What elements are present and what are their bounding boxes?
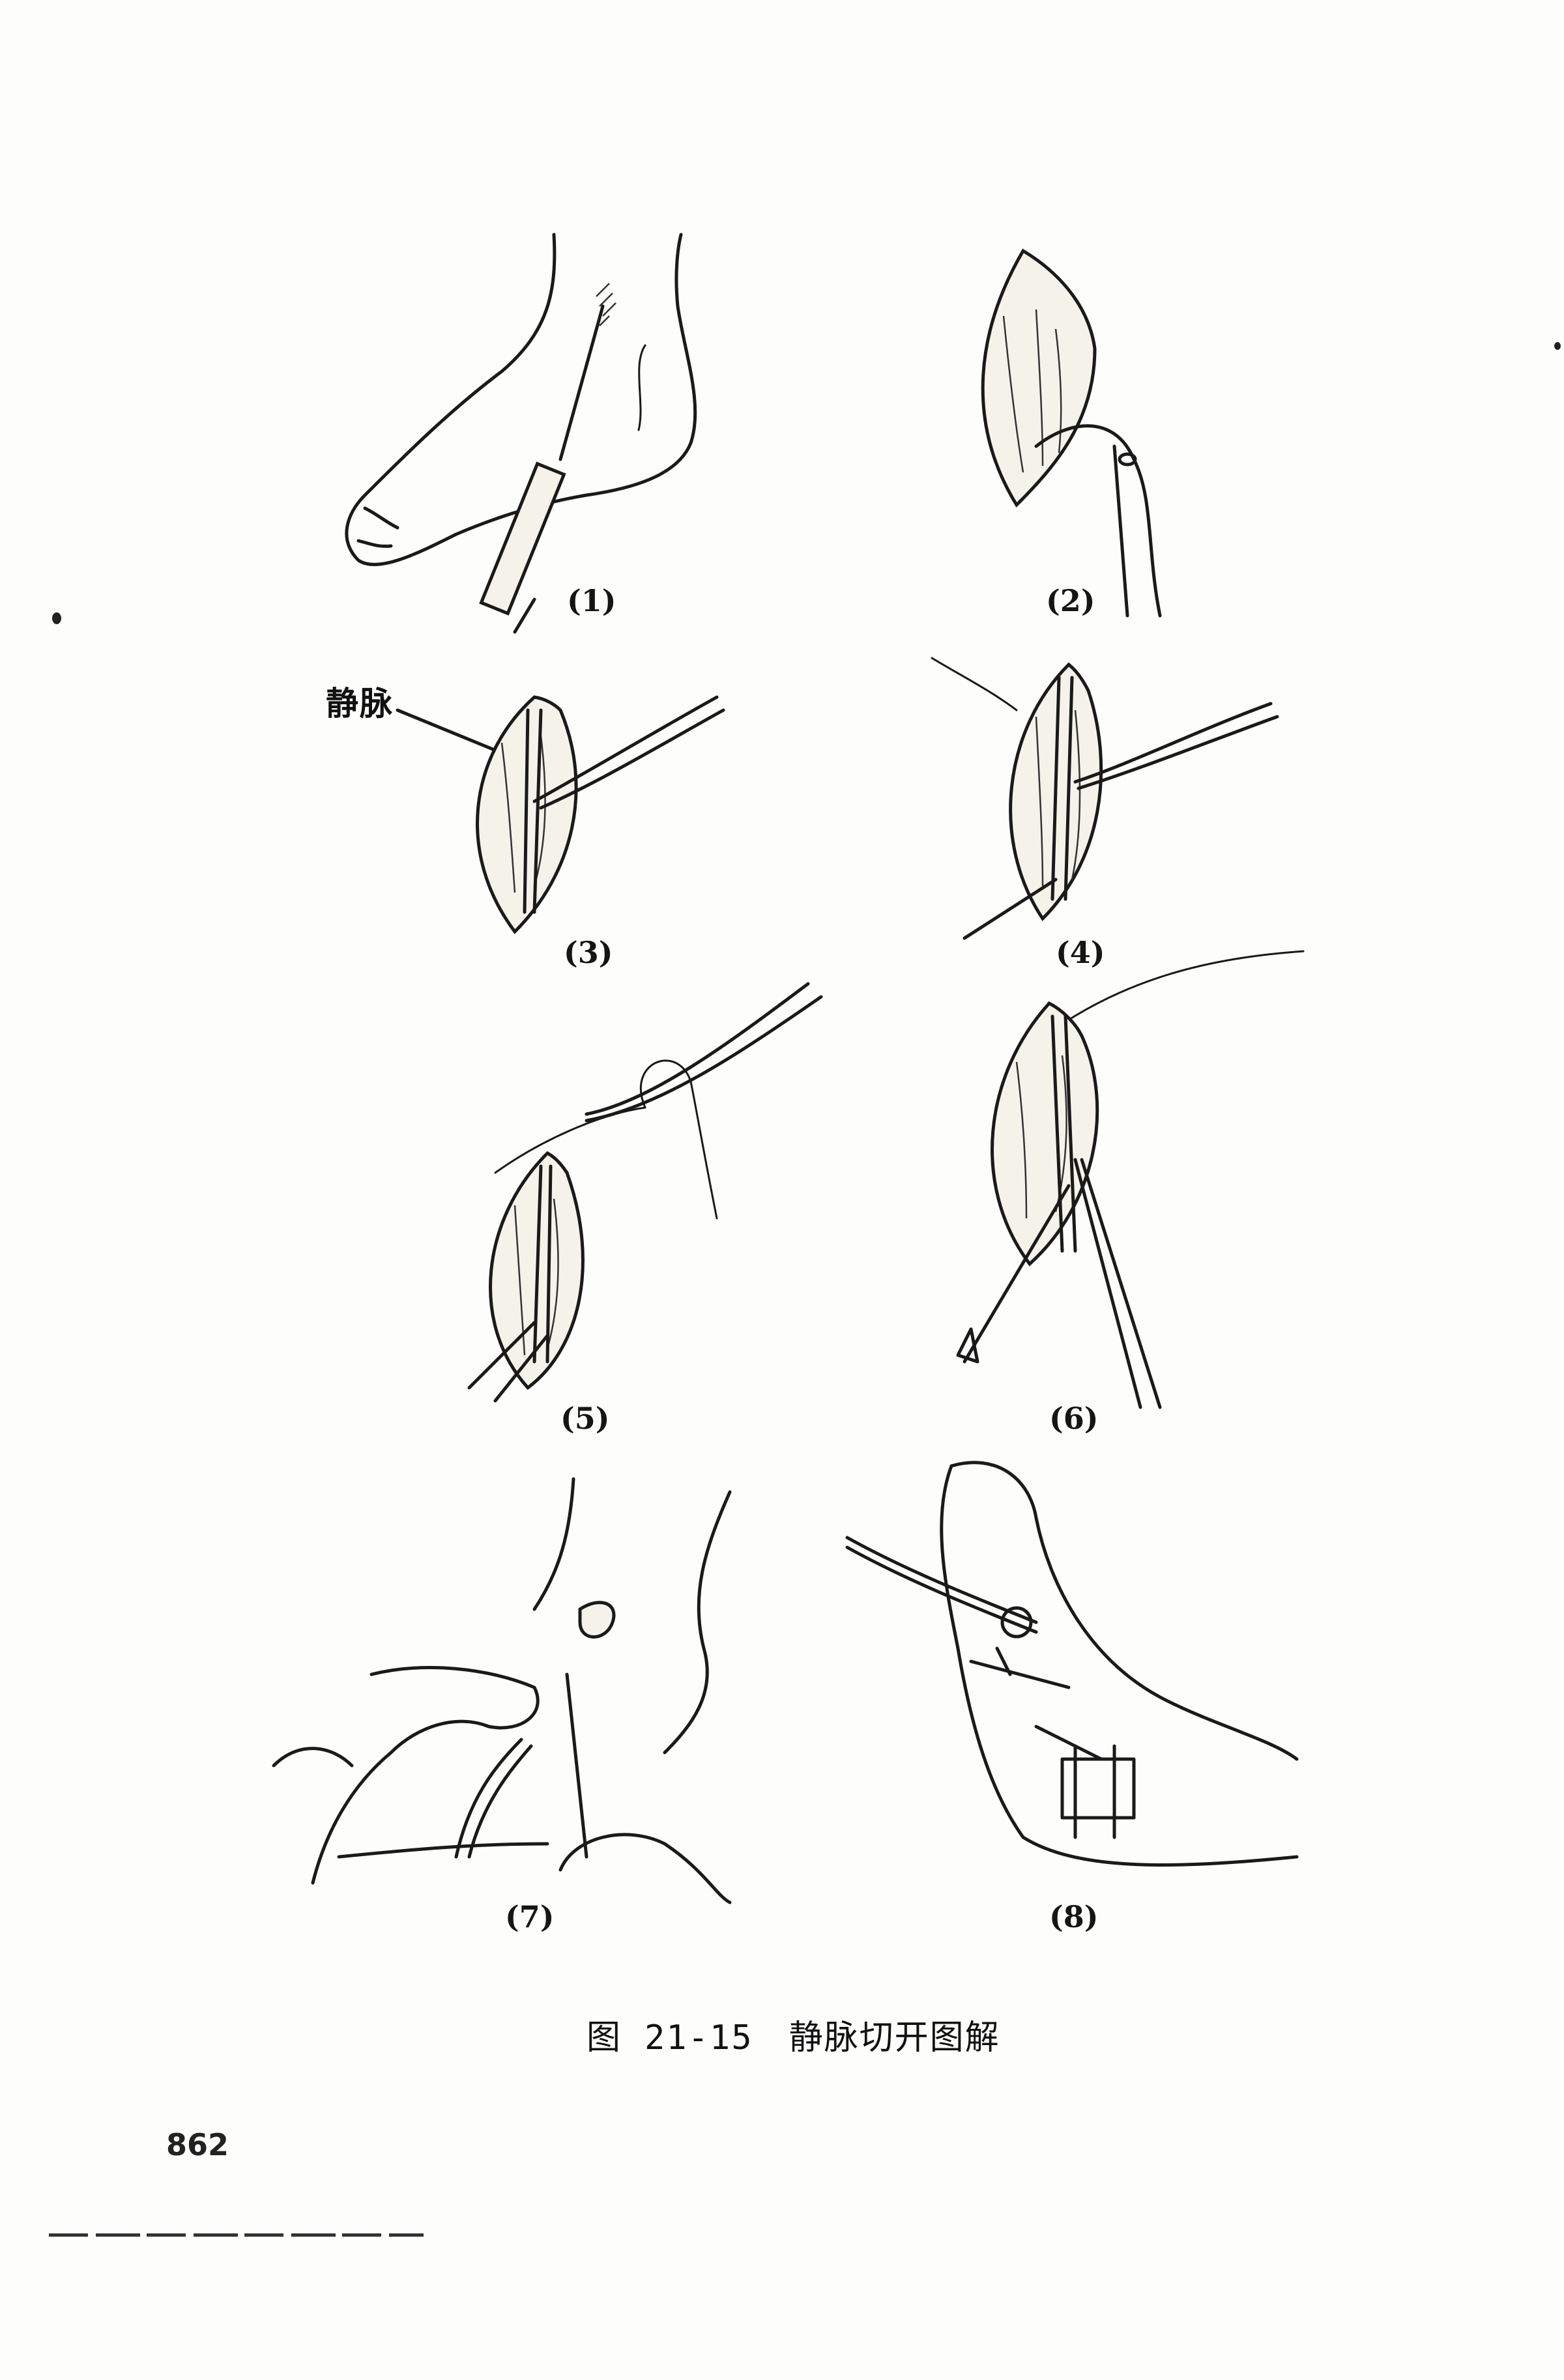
panel-2-dissection <box>964 248 1225 629</box>
secured-cannula-illustration <box>845 1461 1299 1867</box>
panel-8-secured-cannula <box>841 1453 1310 1889</box>
scan-artifact-rule <box>49 2233 424 2237</box>
panel-6-label: (6) <box>1049 1401 1099 1436</box>
panel-5-label: (5) <box>560 1401 610 1436</box>
foot-syringe-illustration <box>345 233 697 634</box>
caption-figure-number: 21-15 <box>644 2018 753 2057</box>
scan-speck <box>52 612 61 624</box>
suture-illustration <box>467 982 823 1403</box>
panel-1-local-anesthesia <box>339 233 704 634</box>
figure-caption: 图 21-15 静脉切开图解 <box>586 2010 1000 2059</box>
caption-prefix: 图 <box>586 2018 622 2057</box>
panel-6-venotomy <box>951 938 1316 1420</box>
panel-7-label: (7) <box>505 1899 555 1934</box>
panel-2-label: (2) <box>1046 583 1095 618</box>
hands-cannula-illustration <box>272 1477 732 1904</box>
page-number: 862 <box>166 2127 229 2162</box>
caption-title: 静脉切开图解 <box>789 2018 1000 2057</box>
incision-scissors-illustration <box>981 248 1162 618</box>
venotomy-illustration <box>956 950 1305 1409</box>
vein-callout-label: 静脉 <box>326 685 394 723</box>
panel-8-label: (8) <box>1049 1899 1099 1934</box>
scan-speck <box>1554 342 1561 350</box>
panel-1-label: (1) <box>567 583 616 618</box>
panel-3-isolate-vein <box>396 658 769 945</box>
ligature-illustration <box>931 657 1279 940</box>
panel-3-label: (3) <box>564 935 613 970</box>
panel-4-label: (4) <box>1056 935 1105 970</box>
panel-4-ligature <box>925 652 1290 945</box>
panel-5-suture <box>456 958 823 1414</box>
vein-forceps-illustration <box>396 695 725 934</box>
panel-7-insert-cannula <box>272 1477 743 1904</box>
